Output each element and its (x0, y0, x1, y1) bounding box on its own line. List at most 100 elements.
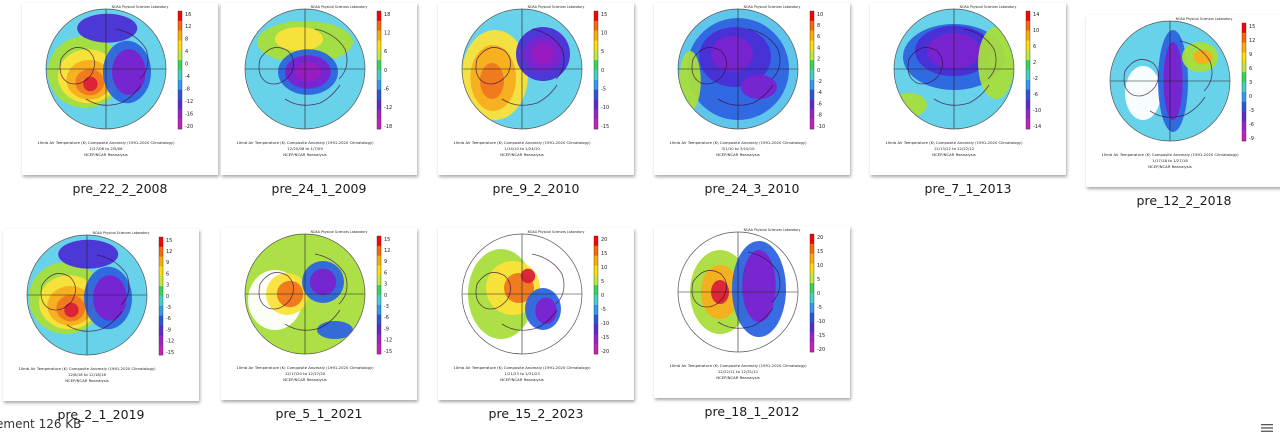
colorbar-tick-label: -20 (185, 124, 193, 130)
map-lab-label: NOAA Physical Sciences Laboratory (744, 5, 801, 9)
colorbar-segment (1026, 30, 1030, 41)
colorbar-segment (594, 295, 598, 306)
file-name[interactable]: pre_5_1_2021 (275, 406, 363, 421)
colorbar-tick-label: 10 (601, 265, 607, 271)
colorbar-segment (1242, 52, 1246, 63)
file-name[interactable]: pre_15_2_2023 (488, 406, 584, 421)
coastline (501, 84, 558, 106)
file-name[interactable]: pre_24_1_2009 (271, 181, 367, 196)
coastline (501, 309, 558, 331)
coastline (717, 84, 774, 106)
colorbar-tick-label: -9 (166, 327, 171, 333)
colorbar-segment (178, 50, 182, 61)
file-name[interactable]: pre_2_1_2019 (57, 407, 145, 422)
map-caption: 10mb Air Temperature (K) Composite Anoma… (236, 140, 374, 145)
colorbar-segment (377, 70, 381, 81)
map-source: NCEP/NCAR Reanalysis (500, 152, 544, 157)
coastline (258, 272, 294, 310)
map-date-range: 12/22/11 to 12/31/11 (718, 369, 759, 374)
coastline (1149, 96, 1206, 118)
colorbar-segment (594, 89, 598, 100)
colorbar-segment (810, 50, 814, 61)
colorbar-segment (159, 315, 163, 326)
colorbar-segment (810, 11, 814, 22)
colorbar-tick-label: -10 (601, 105, 609, 111)
colorbar-tick-label: 4 (817, 45, 820, 51)
colorbar-tick-label: -12 (384, 338, 392, 344)
colorbar-tick-label: 14 (1033, 12, 1039, 18)
map-caption: 10mb Air Temperature (K) Composite Anoma… (18, 366, 156, 371)
file-thumbnail[interactable]: 10 8 6 4 2 0 -2 -4 -6 -8 -10 NOAA Physical Sciences… (654, 3, 850, 175)
file-name[interactable]: pre_24_3_2010 (704, 181, 800, 196)
colorbar-tick-label: 16 (185, 12, 191, 18)
map-source: NCEP/NCAR Reanalysis (65, 378, 109, 383)
colorbar-tick-label: -10 (1033, 108, 1041, 114)
map-date-range: 1/27/08 to 2/5/08 (89, 146, 123, 151)
colorbar-tick-label: 20 (601, 237, 607, 243)
map-date-range: 3/1/10 to 3/10/10 (721, 146, 755, 151)
colorbar-segment (810, 40, 814, 51)
colorbar-tick-label: -8 (817, 113, 822, 119)
colorbar-segment (594, 109, 598, 120)
colorbar-segment (810, 283, 814, 294)
file-name[interactable]: pre_12_2_2018 (1136, 193, 1232, 208)
colorbar-tick-label: 2 (1033, 60, 1036, 66)
colorbar-tick-label: 0 (166, 294, 169, 300)
colorbar-segment (178, 30, 182, 41)
file-thumbnail[interactable]: 20 15 10 5 0 -5 -10 -15 -20 NOAA Physical Science… (438, 228, 634, 400)
coastline (907, 47, 943, 85)
colorbar-segment (594, 255, 598, 266)
file-thumbnail[interactable]: 15 12 9 6 3 0 -3 -6 -9 -12 -15 NOAA Physical Scienc… (3, 229, 199, 401)
colorbar-segment (594, 11, 598, 22)
colorbar-segment (377, 275, 381, 286)
file-name[interactable]: pre_22_2_2008 (72, 181, 168, 196)
file-name[interactable]: pre_18_1_2012 (704, 404, 800, 419)
file-thumbnail[interactable]: 15 12 9 6 3 0 -3 -6 -9 -12 -15 NOAA Physical Scienc… (221, 228, 417, 400)
colorbar-segment (178, 119, 182, 130)
colorbar-segment (810, 30, 814, 41)
file-name[interactable]: pre_9_2_2010 (492, 181, 580, 196)
colorbar-tick-label: -6 (1033, 92, 1038, 98)
colorbar-tick-label: 0 (601, 293, 604, 299)
colorbar-segment (594, 314, 598, 325)
file-thumbnail[interactable]: 15 12 9 6 3 0 -3 -6 -9 NOAA Physical Sciences Lab… (1086, 15, 1280, 187)
colorbar-tick-label: 15 (1249, 24, 1255, 30)
coastline (717, 307, 774, 329)
file-name[interactable]: pre_7_1_2013 (924, 181, 1012, 196)
colorbar-tick-label: -10 (817, 319, 825, 325)
file-thumbnail[interactable]: 15 10 5 0 -5 -10 -15 NOAA Physical Sciences Lab… (438, 3, 634, 175)
colorbar-tick-label: -5 (601, 307, 606, 313)
file-thumbnail[interactable]: 20 15 10 5 0 -5 -10 -15 -20 NOAA Physical Science… (654, 226, 850, 398)
file-thumbnail[interactable]: 14 10 6 2 -2 -6 -10 -14 NOAA Physical Sciences L… (870, 3, 1066, 175)
colorbar-segment (159, 256, 163, 267)
colorbar-tick-label: -12 (166, 339, 174, 345)
colorbar-segment (178, 20, 182, 31)
map-caption: 10mb Air Temperature (K) Composite Anoma… (37, 140, 175, 145)
colorbar-tick-label: -18 (384, 124, 392, 130)
file-thumbnail[interactable]: 16 12 8 4 0 -4 -8 -12 -16 -20 NOAA Physical Scienc… (22, 3, 218, 175)
colorbar-segment (377, 265, 381, 276)
colorbar-segment (810, 253, 814, 264)
colorbar-tick-label: -16 (185, 111, 193, 117)
map-date-range: 12/8/18 to 12/18/18 (68, 372, 106, 377)
coastline (115, 28, 149, 80)
colorbar-tick-label: 0 (185, 62, 188, 68)
view-details-icon[interactable] (1260, 419, 1274, 432)
map-lab-label: NOAA Physical Sciences Laboratory (311, 5, 368, 9)
colorbar-segment (377, 60, 381, 71)
colorbar-segment (594, 50, 598, 61)
colorbar-segment (810, 234, 814, 245)
file-thumbnail[interactable]: 18 12 6 0 -6 -12 -18 NOAA Physical Sciences Lab… (221, 3, 417, 175)
coastline (475, 47, 511, 85)
colorbar-segment (1242, 42, 1246, 53)
colorbar-segment (377, 50, 381, 61)
colorbar-segment (1026, 119, 1030, 130)
map-source: NCEP/NCAR Reanalysis (716, 375, 760, 380)
colorbar-segment (1026, 11, 1030, 22)
colorbar-tick-label: 9 (384, 259, 387, 265)
coastline (691, 270, 727, 308)
colorbar-tick-label: 0 (384, 68, 387, 74)
colorbar-segment (159, 237, 163, 248)
colorbar-tick-label: 15 (817, 249, 823, 255)
colorbar-segment (594, 236, 598, 247)
